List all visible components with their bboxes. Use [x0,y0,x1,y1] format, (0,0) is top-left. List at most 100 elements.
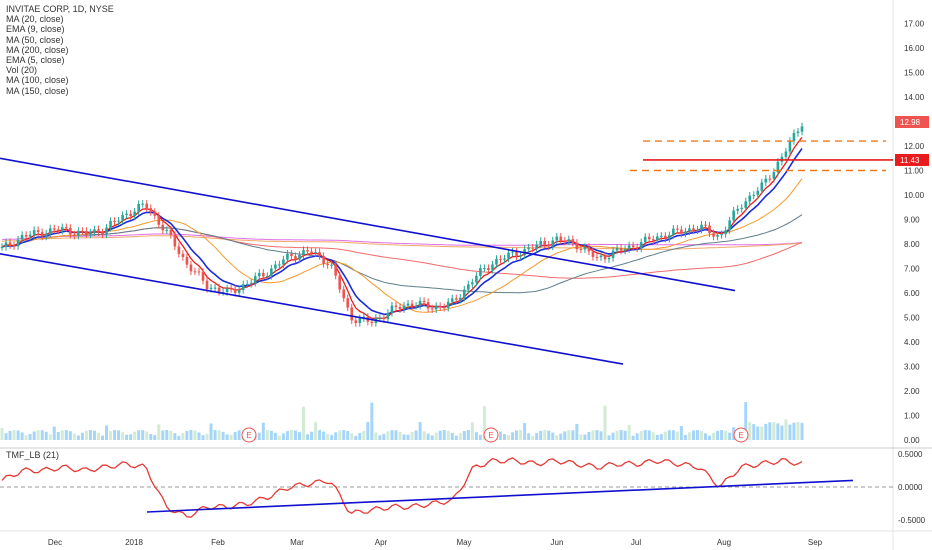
candle-body [161,224,165,231]
volume-bar [458,433,462,440]
candle-body [318,252,321,256]
volume-bar [121,432,125,440]
volume-bar [289,430,293,440]
volume-bar [273,432,277,440]
candle-body [708,225,711,234]
candle-body [73,234,76,236]
price-tick-label: 14.00 [904,93,925,102]
candle-body [185,257,189,265]
price-tick-label: 11.00 [904,167,924,176]
candle-body [434,305,438,310]
candle-body [77,230,80,236]
price-tick-label: 2.00 [904,387,920,396]
volume-bar [482,406,486,440]
volume-bar [764,423,768,440]
last-price-label-bg [895,115,929,128]
volume-bar [470,422,474,440]
lower-trend-line [0,253,624,365]
volume-bar [68,431,72,440]
candle-body [796,131,800,134]
candle-body [700,224,703,230]
volume-bar [695,430,699,440]
candle-body [109,220,112,228]
candle-body [193,271,197,273]
volume-bar [788,424,792,440]
volume-bar [181,433,185,440]
candle-body [599,255,603,258]
volume-bar [575,423,579,440]
candle-body [418,300,422,306]
candle-body [20,234,24,240]
candle-body [177,246,181,254]
volume-bar [579,434,583,440]
volume-bar [679,426,683,440]
volume-bar [474,432,478,440]
volume-bar [8,430,12,440]
candle-body [720,234,723,236]
candle-body [623,249,627,251]
candle-body [61,227,64,231]
volume-bar [358,433,362,440]
volume-bar [233,432,237,440]
ema9-line [1,148,803,316]
volume-bar [113,430,117,440]
ma150-line [1,233,803,246]
candle-body [587,246,591,252]
legend-item-ma20: MA (20, close) [6,14,64,25]
tmf-tick-label: -0.5000 [898,516,926,525]
volume-bar [667,430,671,440]
candle-body [8,242,12,246]
earnings-marker-label: E [246,431,251,440]
candle-body [249,282,253,284]
candle-body [378,317,382,319]
volume-bar [109,431,113,440]
volume-bar [691,430,695,440]
candle-body [65,227,68,229]
candle-body [386,312,390,320]
candle-body [639,242,643,249]
volume-bar [438,430,442,440]
candle-body [205,280,209,290]
candle-body [282,259,285,265]
volume-bar [88,430,92,440]
volume-bar [302,406,306,440]
candle-body [647,236,651,240]
candle-body [627,245,631,250]
volume-bar [716,430,720,440]
time-tick-label: Apr [375,538,388,547]
time-tick-label: May [456,538,471,547]
volume-bar [559,433,563,440]
candle-body [467,284,470,290]
volume-bar [205,433,209,440]
candle-body [728,220,731,231]
volume-bar [744,402,748,440]
price-tick-label: 4.00 [904,338,920,347]
volume-bar [48,434,52,440]
volume-bar [571,430,575,440]
candle-body [591,251,595,257]
candle-body [615,247,619,251]
legend-item-vol20: Vol (20) [6,65,38,76]
candle-body [430,308,434,310]
candle-body [28,234,32,237]
volume-bar [117,430,121,440]
volume-bar [426,433,430,440]
volume-bar [229,434,233,440]
volume-bar [583,434,587,440]
candle-body [44,233,48,237]
earnings-marker [483,427,499,443]
volume-bar [603,405,607,440]
candle-body [748,195,752,202]
candle-body [555,236,559,241]
volume-bar [595,430,599,440]
candle-body [153,211,157,216]
volume-bar [772,422,776,440]
candle-body [0,246,4,248]
candle-body [446,301,450,308]
volume-bar [338,430,342,440]
candle-body [398,307,402,310]
volume-bar [511,432,515,440]
volume-bar [277,435,281,440]
volume-bar [362,430,366,440]
candle-body [121,214,124,221]
